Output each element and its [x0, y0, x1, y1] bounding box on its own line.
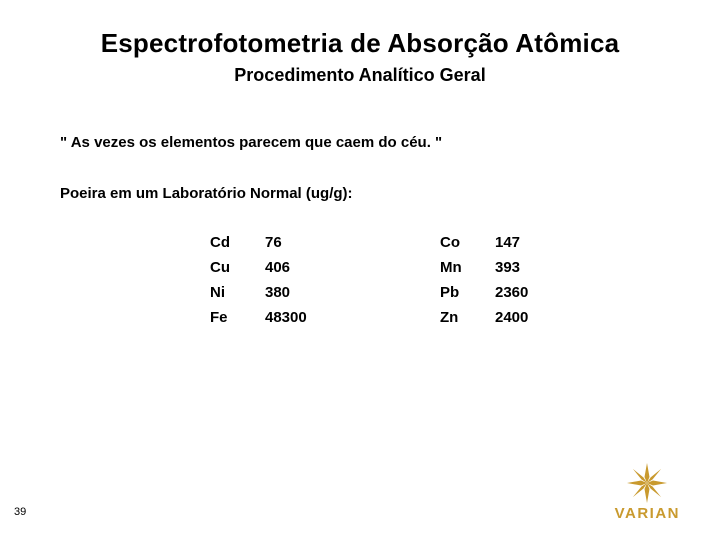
element-value: 393 [495, 255, 575, 280]
slide: Espectrofotometria de Absorção Atômica P… [0, 0, 720, 540]
element-value: 147 [495, 230, 575, 255]
table-row: Cd 76 Co 147 [210, 230, 575, 255]
dust-table: Cd 76 Co 147 Cu 406 Mn 393 Ni 380 Pb 236… [210, 230, 660, 330]
element-value: 380 [265, 280, 440, 305]
table-row: Fe 48300 Zn 2400 [210, 305, 575, 330]
section-label: Poeira em um Laboratório Normal (ug/g): [60, 185, 660, 202]
element-symbol: Pb [440, 280, 495, 305]
slide-title: Espectrofotometria de Absorção Atômica [60, 28, 660, 59]
slide-subtitle: Procedimento Analítico Geral [60, 65, 660, 86]
element-value: 48300 [265, 305, 440, 330]
element-value: 2400 [495, 305, 575, 330]
element-symbol: Zn [440, 305, 495, 330]
table-row: Ni 380 Pb 2360 [210, 280, 575, 305]
element-value: 76 [265, 230, 440, 255]
element-symbol: Co [440, 230, 495, 255]
element-value: 406 [265, 255, 440, 280]
element-symbol: Mn [440, 255, 495, 280]
logo-text: VARIAN [615, 505, 680, 522]
element-symbol: Cu [210, 255, 265, 280]
element-symbol: Cd [210, 230, 265, 255]
slide-number: 39 [14, 506, 26, 518]
starburst-icon [627, 463, 667, 503]
table-row: Cu 406 Mn 393 [210, 255, 575, 280]
element-symbol: Ni [210, 280, 265, 305]
element-value: 2360 [495, 280, 575, 305]
varian-logo: VARIAN [615, 463, 680, 522]
element-symbol: Fe [210, 305, 265, 330]
quote-text: " As vezes os elementos parecem que caem… [60, 134, 660, 151]
